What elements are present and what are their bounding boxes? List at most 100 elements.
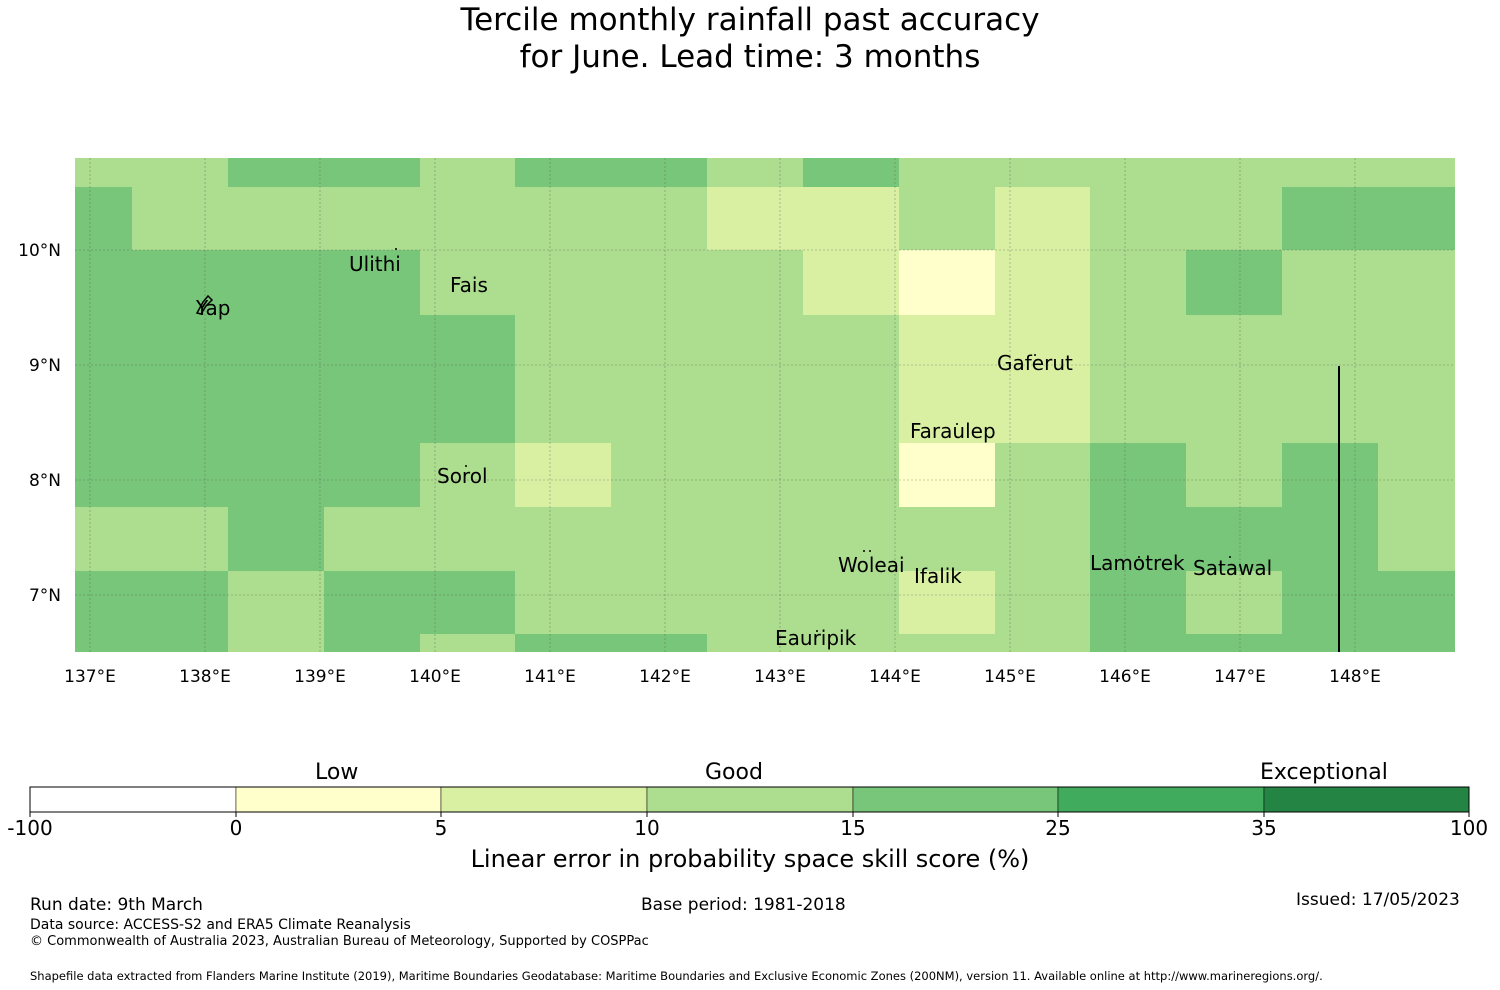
- skill-cell: [228, 380, 324, 443]
- skill-cell: [420, 380, 515, 443]
- skill-cell: [707, 443, 803, 507]
- x-tick-label: 145°E: [984, 667, 1036, 687]
- colorbar-tick: 100: [1449, 816, 1489, 840]
- island-outlines: [195, 248, 1231, 632]
- gaferut-island-shape: [1034, 354, 1036, 356]
- skill-cell: [1090, 250, 1186, 315]
- skill-cell: [1378, 380, 1455, 443]
- skill-cell: [611, 507, 707, 571]
- skill-cell: [420, 158, 515, 187]
- skill-cell: [1090, 158, 1186, 187]
- x-tick-label: 147°E: [1214, 667, 1266, 687]
- skill-cell: [515, 507, 611, 571]
- skill-cell: [803, 250, 899, 315]
- skill-cell: [995, 380, 1090, 443]
- skill-cell: [1378, 250, 1455, 315]
- place-label-sorol: Sorol: [437, 464, 488, 488]
- colorbar-segment: [440, 786, 648, 813]
- skill-cell: [611, 315, 707, 380]
- colorbar-segment: [646, 786, 854, 813]
- skill-cell: [995, 443, 1090, 507]
- copyright: © Commonwealth of Australia 2023, Austra…: [30, 934, 649, 949]
- skill-cell: [228, 187, 324, 250]
- place-label-ifalik: Ifalik: [914, 564, 962, 588]
- skill-cell: [995, 507, 1090, 571]
- skill-cell: [515, 380, 611, 443]
- colorbar-segment: [1057, 786, 1265, 813]
- colorbar-tick: 5: [434, 816, 448, 840]
- skill-cell: [228, 250, 324, 315]
- colorbar-tick: 0: [229, 816, 243, 840]
- skill-cell: [1186, 158, 1282, 187]
- skill-cell: [1378, 634, 1455, 652]
- place-labels: Yap Ulithi Fais Gaferut Faraulep Sorol Woleai I…: [195, 252, 1272, 650]
- skill-cell: [420, 507, 515, 571]
- skill-cell: [707, 250, 803, 315]
- skill-cell: [1186, 443, 1282, 507]
- skill-cell: [515, 187, 611, 250]
- eauripik-island-shape: [816, 630, 818, 632]
- skill-cell: [75, 187, 132, 250]
- skill-cell: [611, 443, 707, 507]
- category-good: Good: [705, 760, 763, 785]
- y-tick-label: 10°N: [18, 241, 61, 261]
- skill-cell: [1282, 507, 1378, 571]
- y-tick-label: 8°N: [29, 471, 61, 491]
- skill-cell: [420, 443, 515, 507]
- skill-cell: [420, 187, 515, 250]
- skill-cell: [1186, 507, 1282, 571]
- skill-cell: [75, 250, 132, 315]
- ulithi-island-shape: [395, 248, 397, 250]
- skill-cell: [1282, 380, 1378, 443]
- skill-cell: [803, 380, 899, 443]
- data-source: Data source: ACCESS-S2 and ERA5 Climate …: [30, 917, 411, 933]
- y-tick-label: 9°N: [29, 356, 61, 376]
- place-label-fais: Fais: [450, 273, 488, 297]
- skill-cell: [611, 250, 707, 315]
- skill-cell: [707, 507, 803, 571]
- skill-cell: [75, 443, 132, 507]
- skill-cell: [899, 571, 995, 634]
- skill-cell: [515, 250, 611, 315]
- skill-cell: [1186, 187, 1282, 250]
- skill-cell: [1090, 380, 1186, 443]
- skill-cell: [132, 634, 228, 652]
- skill-cell: [132, 158, 228, 187]
- x-tick-label: 144°E: [869, 667, 921, 687]
- x-tick-label: 146°E: [1099, 667, 1151, 687]
- skill-cell: [1186, 571, 1282, 634]
- colorbar-tick: 10: [634, 816, 660, 840]
- skill-cell: [324, 315, 420, 380]
- colorbar-outline: [29, 786, 1470, 813]
- woleai-island-shape: [863, 550, 865, 552]
- x-axis-ticks: 137°E 138°E 139°E 140°E 141°E 142°E 143°E 144°E…: [64, 667, 1381, 687]
- skill-cell: [132, 507, 228, 571]
- place-label-satawal: Satawal: [1193, 556, 1272, 580]
- skill-cell: [324, 634, 420, 652]
- gridlines: [75, 158, 1455, 652]
- skill-cell: [707, 634, 803, 652]
- skill-cell: [1282, 250, 1378, 315]
- skill-cell: [324, 507, 420, 571]
- skill-cell: [1378, 158, 1455, 187]
- skill-cell: [1378, 443, 1455, 507]
- place-label-gaferut: Gaferut: [997, 351, 1073, 375]
- x-tick-label: 139°E: [294, 667, 346, 687]
- skill-cell: [420, 250, 515, 315]
- skill-cell: [803, 187, 899, 250]
- x-tick-label: 148°E: [1329, 667, 1381, 687]
- colorbar-tick: 35: [1251, 816, 1277, 840]
- skill-cell: [324, 250, 420, 315]
- colorbar-segment: [1263, 786, 1470, 813]
- category-low: Low: [315, 760, 359, 785]
- skill-cell: [324, 443, 420, 507]
- place-label-eauripik: Eauripik: [775, 626, 857, 650]
- y-tick-label: 7°N: [29, 586, 61, 606]
- skill-cell: [707, 380, 803, 443]
- colorbar: [29, 786, 1470, 817]
- place-label-woleai: Woleai: [838, 553, 905, 577]
- skill-cell: [515, 571, 611, 634]
- satawal-island-shape: [1229, 556, 1231, 558]
- skill-cell: [611, 634, 707, 652]
- skill-cell: [228, 507, 324, 571]
